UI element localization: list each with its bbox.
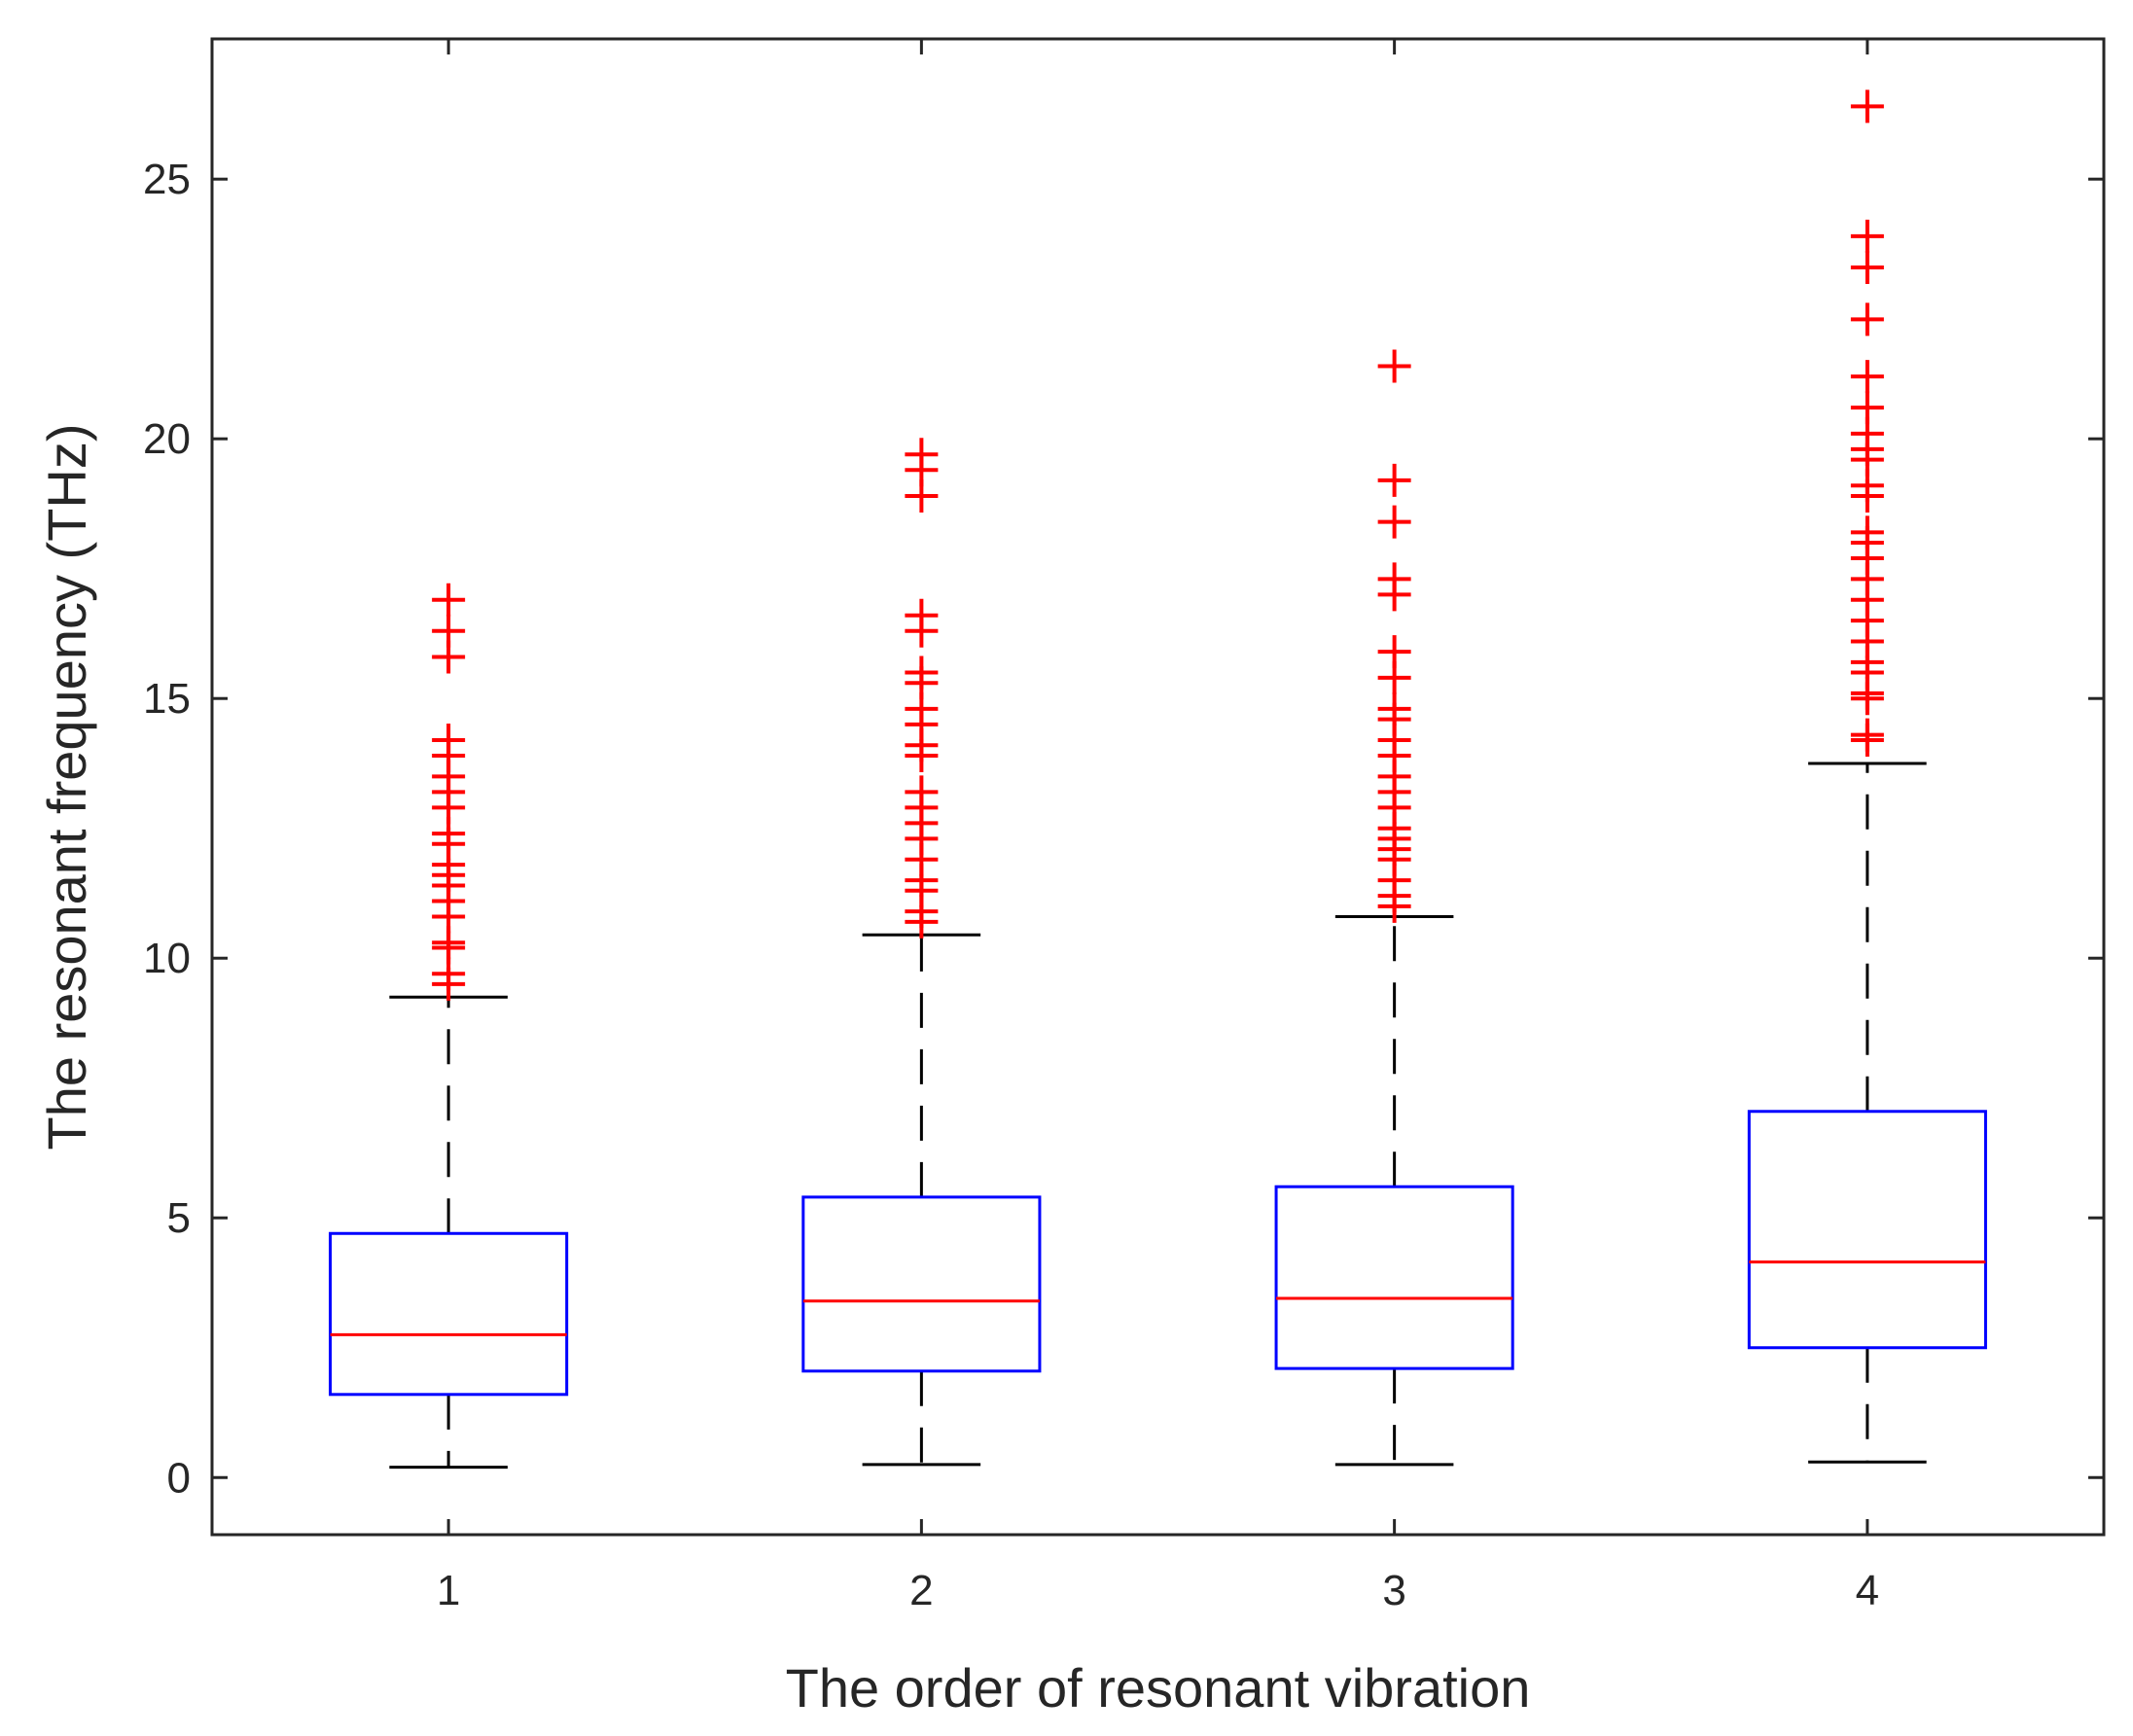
box-group-1: [329, 583, 569, 1470]
iqr-box: [1747, 1110, 1987, 1350]
plot-frame: [210, 37, 2106, 1537]
y-tick-label: 0: [167, 1454, 191, 1502]
outlier-marker: [1377, 505, 1411, 539]
plot-marks: [329, 89, 1987, 1470]
axis-ticks: 0 5 10 15 20 25 1 2 3 4: [143, 39, 2104, 1614]
outlier-marker: [1850, 360, 1884, 394]
outlier-marker: [1850, 391, 1884, 425]
y-tick-label: 25: [143, 156, 191, 203]
outlier-marker: [905, 655, 939, 690]
outlier-marker: [1850, 302, 1884, 337]
box-group-3: [1274, 349, 1514, 1467]
outlier-marker: [432, 723, 466, 757]
outlier-marker: [1377, 349, 1411, 383]
outlier-marker: [432, 614, 466, 648]
outlier-marker: [905, 598, 939, 632]
y-tick-label: 10: [143, 935, 191, 982]
outlier-marker: [905, 775, 939, 809]
outlier-marker: [1850, 219, 1884, 253]
outlier-marker: [1377, 635, 1411, 669]
y-tick-label: 5: [167, 1194, 191, 1242]
iqr-box: [329, 1231, 569, 1397]
outlier-marker: [1850, 89, 1884, 124]
outlier-marker: [1377, 463, 1411, 497]
x-tick-label: 3: [1382, 1567, 1405, 1614]
outlier-marker: [1377, 691, 1411, 726]
iqr-box: [801, 1195, 1042, 1373]
iqr-box: [1274, 1185, 1514, 1370]
y-tick-label: 20: [143, 415, 191, 463]
outlier-marker: [1377, 562, 1411, 596]
outlier-marker: [1850, 515, 1884, 549]
y-axis-title: The resonant frequency (THz): [36, 424, 97, 1151]
y-tick-label: 15: [143, 675, 191, 723]
outlier-marker: [1850, 250, 1884, 284]
x-tick-label: 1: [437, 1567, 460, 1614]
x-axis-title: The order of resonant vibration: [786, 1657, 1531, 1718]
outlier-marker: [432, 583, 466, 617]
x-tick-label: 2: [909, 1567, 933, 1614]
outlier-marker: [1850, 718, 1884, 752]
outlier-marker: [905, 438, 939, 472]
box-group-4: [1747, 89, 1987, 1464]
x-tick-label: 4: [1856, 1567, 1879, 1614]
box-group-2: [801, 438, 1042, 1467]
